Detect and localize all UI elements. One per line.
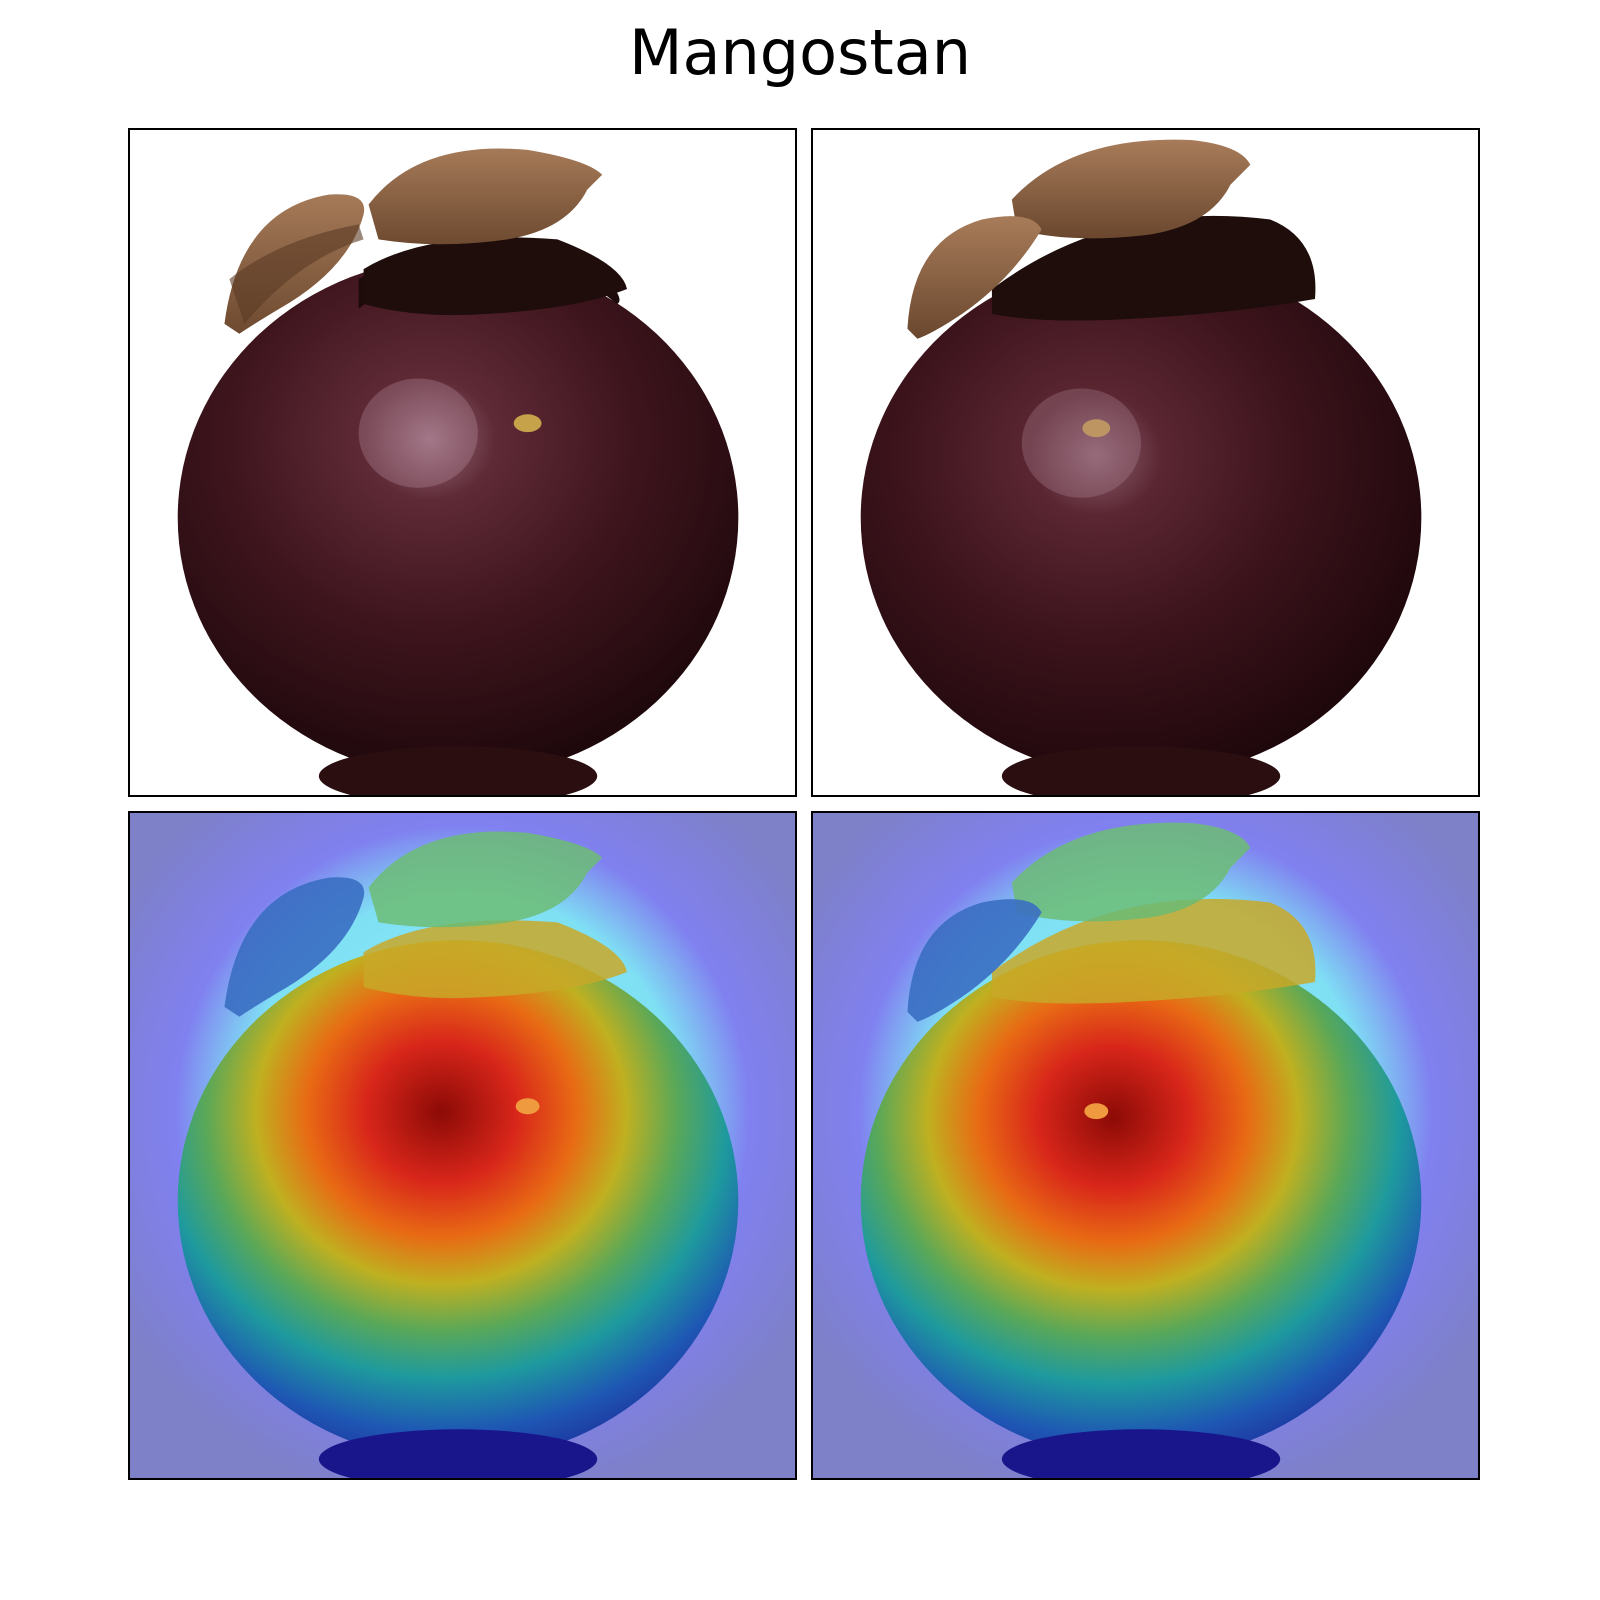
heatmap-overlay-right [811, 811, 1480, 1480]
heatmap-overlay [813, 813, 1478, 1478]
heatmap-overlay [130, 813, 795, 1478]
mangosteen-photo [130, 130, 795, 795]
original-image-left [128, 128, 797, 797]
figure-title: Mangostan [629, 16, 971, 89]
heatmap-overlay-left [128, 811, 797, 1480]
mangosteen-photo [813, 130, 1478, 795]
original-image-right [811, 128, 1480, 797]
